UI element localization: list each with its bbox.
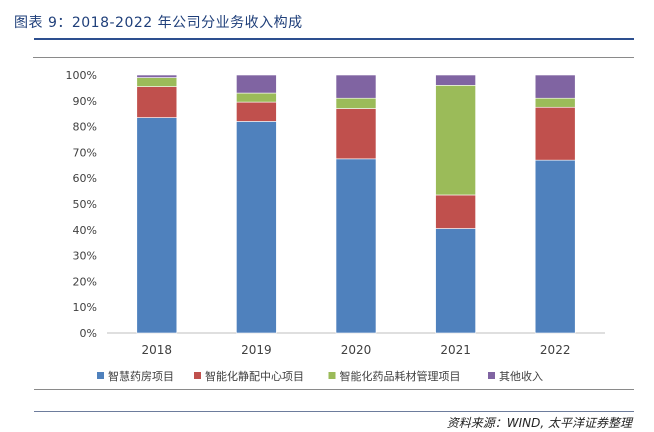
legend-swatch — [194, 372, 201, 379]
y-tick-label: 100% — [66, 69, 97, 82]
y-tick-label: 70% — [73, 146, 97, 159]
y-tick-label: 50% — [73, 198, 97, 211]
title-divider — [34, 38, 634, 40]
y-tick-label: 40% — [73, 224, 97, 237]
bar-segment-2020-s3 — [335, 74, 377, 99]
y-tick-label: 20% — [73, 275, 97, 288]
legend-label: 智能化药品耗材管理项目 — [340, 369, 461, 383]
x-tick-label: 2022 — [540, 343, 571, 357]
figure-title: 图表 9：2018-2022 年公司分业务收入构成 — [14, 15, 303, 31]
legend-swatch — [488, 372, 495, 379]
chart-frame — [33, 57, 634, 390]
y-tick-label: 90% — [73, 95, 97, 108]
bar-segment-2020-s2 — [335, 97, 377, 109]
bar-segment-2020-s1 — [335, 108, 377, 160]
x-tick-label: 2021 — [440, 343, 471, 357]
bar-segment-2020-s0 — [335, 158, 377, 334]
bar-segment-2018-s1 — [136, 86, 178, 118]
bar-segment-2019-s1 — [236, 101, 277, 122]
legend-label: 其他收入 — [499, 369, 543, 383]
bar-segment-2021-s3 — [435, 74, 476, 86]
bar-segment-2022-s0 — [534, 159, 576, 334]
source-note: 资料来源：WIND, 太平洋证券整理 — [446, 416, 632, 430]
y-tick-label: 10% — [73, 301, 97, 314]
bar-segment-2021-s1 — [435, 194, 476, 229]
legend-label: 智能化静配中心项目 — [205, 369, 304, 383]
bar-segment-2021-s2 — [435, 85, 476, 196]
bar-segment-2019-s0 — [236, 121, 277, 334]
footer-divider — [34, 411, 634, 412]
x-tick-label: 2019 — [241, 343, 272, 357]
bar-segment-2019-s2 — [236, 92, 277, 103]
bar-segment-2018-s3 — [136, 74, 178, 78]
bar-segment-2018-s2 — [136, 77, 178, 87]
x-tick-label: 2018 — [142, 343, 173, 357]
bar-segment-2022-s3 — [534, 74, 576, 99]
y-tick-label: 0% — [80, 327, 97, 340]
bar-segment-2022-s2 — [534, 97, 576, 108]
legend-label: 智慧药房项目 — [108, 369, 174, 383]
bar-segment-2021-s0 — [435, 228, 476, 334]
bar-segment-2018-s0 — [136, 117, 178, 334]
y-tick-label: 60% — [73, 172, 97, 185]
x-tick-label: 2020 — [341, 343, 372, 357]
y-tick-label: 80% — [73, 121, 97, 134]
bar-segment-2019-s3 — [236, 74, 277, 94]
y-tick-label: 30% — [73, 250, 97, 263]
legend-swatch — [97, 372, 104, 379]
bar-segment-2022-s1 — [534, 106, 576, 161]
legend-swatch — [328, 372, 336, 379]
